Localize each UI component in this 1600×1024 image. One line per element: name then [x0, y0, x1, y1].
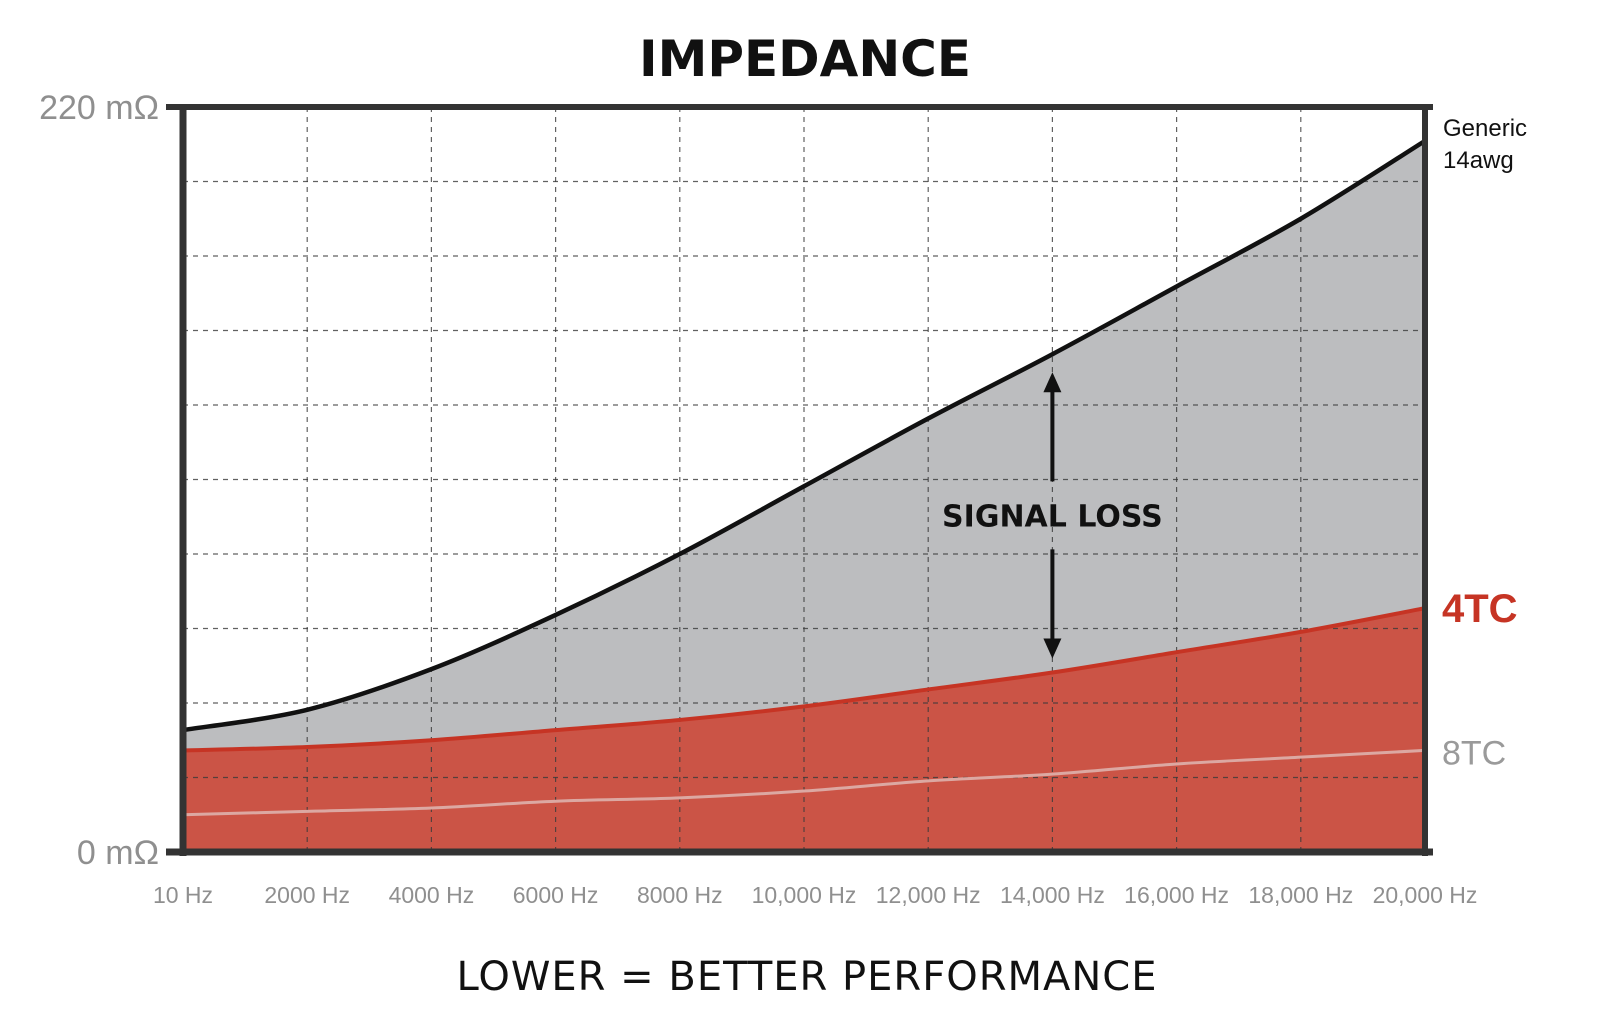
- x-tick-label: 2000 Hz: [264, 882, 350, 908]
- x-tick-label: 16,000 Hz: [1124, 882, 1229, 908]
- arrowhead-down: [1043, 638, 1062, 659]
- series-label-generic-14awg: Generic: [1443, 115, 1527, 142]
- x-tick-label: 4000 Hz: [389, 882, 475, 908]
- x-tick-label: 20,000 Hz: [1373, 882, 1478, 908]
- series-label-4tc: 4TC: [1442, 587, 1518, 631]
- x-tick-label: 8000 Hz: [637, 882, 723, 908]
- x-tick-label: 14,000 Hz: [1000, 882, 1105, 908]
- signal-loss-label: SIGNAL LOSS: [942, 499, 1163, 534]
- x-tick-label: 18,000 Hz: [1248, 882, 1353, 908]
- axis-layer: [166, 104, 1433, 856]
- x-tick-label: 10,000 Hz: [752, 882, 857, 908]
- chart-title: IMPEDANCE: [639, 30, 971, 88]
- x-tick-label: 12,000 Hz: [876, 882, 981, 908]
- label-layer: 220 mΩ 0 mΩ 10 Hz 2000 Hz 4000 Hz 6000 Hz 8000…: [39, 89, 1527, 908]
- series-label-generic-14awg: 14awg: [1443, 147, 1514, 174]
- x-tick-label: 6000 Hz: [513, 882, 599, 908]
- series-line-generic-14awg: [180, 138, 1428, 733]
- x-axis-label: LOWER = BETTER PERFORMANCE: [456, 954, 1157, 1000]
- arrowhead-up: [1043, 372, 1062, 393]
- y-tick-label-top: 220 mΩ: [39, 89, 159, 127]
- y-tick-label-bottom: 0 mΩ: [77, 834, 159, 872]
- x-tick-label: 10 Hz: [153, 882, 213, 908]
- line-layer: [180, 138, 1428, 817]
- series-label-8tc: 8TC: [1442, 734, 1506, 772]
- series-line-8tc: [181, 748, 1427, 817]
- grid-layer: [183, 107, 1425, 852]
- series-line-4tc: [181, 606, 1427, 753]
